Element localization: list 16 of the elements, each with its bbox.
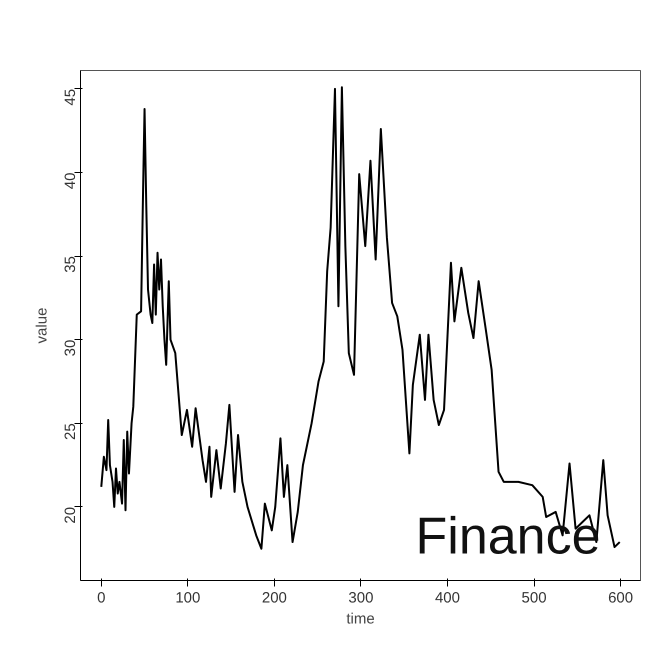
x-tick-label: 200: [262, 590, 287, 606]
y-tick-label: 40: [62, 172, 79, 190]
y-tick-label: 30: [62, 340, 79, 356]
y-tick-label: 35: [62, 256, 79, 273]
x-tick-label: 600: [608, 590, 634, 606]
annotation: Finance: [416, 508, 601, 566]
x-tick-label: 100: [175, 590, 200, 606]
x-tick-label: 0: [97, 590, 106, 606]
x-axis-title: time: [346, 610, 375, 628]
y-tick-label: 25: [62, 423, 79, 440]
y-axis-title: value: [34, 308, 50, 344]
y-tick-label: 20: [62, 506, 79, 524]
x-tick-label: 300: [348, 590, 374, 606]
y-tick-label: 45: [62, 88, 79, 106]
x-tick-label: 500: [522, 590, 547, 606]
x-tick-label: 400: [434, 590, 460, 606]
